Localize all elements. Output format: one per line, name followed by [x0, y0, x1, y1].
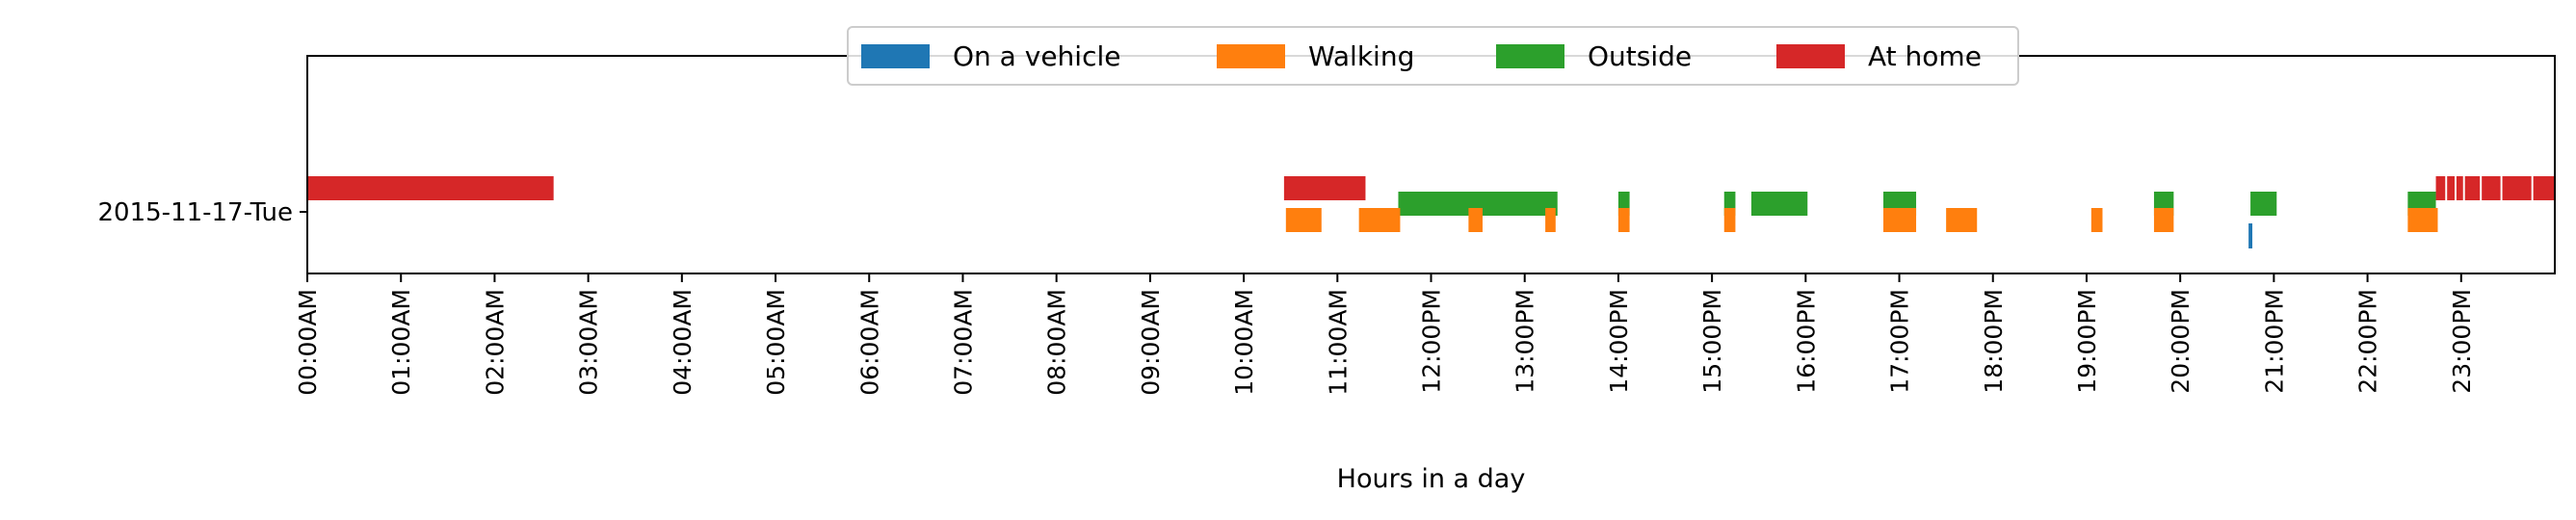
- bar-walking-3: [1545, 208, 1556, 232]
- x-tick-label-23: 23:00PM: [2448, 289, 2476, 394]
- x-tick-label-21: 21:00PM: [2260, 289, 2288, 394]
- bar-at-home-3: [2447, 176, 2455, 200]
- bar-at-home-0: [307, 176, 554, 200]
- y-axis: 2015-11-17-Tue: [97, 198, 307, 227]
- plot-frame: [306, 55, 2556, 274]
- bar-walking-9: [2153, 208, 2174, 232]
- x-tick-label-9: 09:00AM: [1137, 289, 1165, 396]
- x-axis: 00:00AM 01:00AM 02:00AM 03:00AM 04:00AM 05:00…: [294, 273, 2476, 396]
- bar-walking-4: [1617, 208, 1630, 232]
- bar-walking-8: [2090, 208, 2103, 232]
- x-tick-label-20: 20:00PM: [2167, 289, 2195, 394]
- x-tick-label-6: 06:00AM: [855, 289, 883, 396]
- legend-swatch-on-a-vehicle: [861, 44, 930, 68]
- x-tick-label-8: 08:00AM: [1043, 289, 1071, 396]
- x-tick-label-5: 05:00AM: [762, 289, 790, 396]
- x-tick-label-3: 03:00AM: [575, 289, 603, 396]
- bar-walking-0: [1285, 208, 1322, 232]
- x-tick-label-13: 13:00PM: [1511, 289, 1539, 394]
- x-tick-label-14: 14:00PM: [1605, 289, 1633, 394]
- bar-walking-2: [1468, 208, 1483, 232]
- legend-box: [847, 26, 2019, 86]
- bar-outside-6: [2250, 192, 2277, 216]
- legend-label-outside: Outside: [1588, 40, 1692, 72]
- bar-walking-6: [1883, 208, 1917, 232]
- bar-at-home-2: [2435, 176, 2446, 200]
- x-tick-label-12: 12:00PM: [1418, 289, 1446, 394]
- x-tick-label-2: 02:00AM: [481, 289, 509, 396]
- bar-walking-1: [1358, 208, 1401, 232]
- bar-on-a-vehicle-0: [2248, 223, 2253, 248]
- bar-at-home-1: [1283, 176, 1366, 200]
- bar-outside-1: [1617, 192, 1630, 216]
- bar-at-home-4: [2456, 176, 2463, 200]
- x-tick-label-19: 19:00PM: [2073, 289, 2101, 394]
- x-tick-label-10: 10:00AM: [1230, 289, 1258, 396]
- y-tick-label-0: 2015-11-17-Tue: [97, 198, 293, 227]
- bar-walking-7: [1946, 208, 1978, 232]
- x-tick-label-18: 18:00PM: [1980, 289, 2008, 394]
- legend-swatch-at-home: [1776, 44, 1845, 68]
- x-tick-label-1: 01:00AM: [387, 289, 415, 396]
- legend: On a vehicle Walking Outside At home: [847, 26, 2019, 86]
- chart-marks: [307, 176, 2555, 248]
- bar-at-home-7: [2502, 176, 2532, 200]
- x-tick-label-0: 00:00AM: [294, 289, 322, 396]
- legend-label-at-home: At home: [1868, 40, 1982, 72]
- legend-swatch-outside: [1496, 44, 1564, 68]
- bar-at-home-6: [2482, 176, 2501, 200]
- bar-outside-2: [1723, 192, 1736, 216]
- bar-at-home-5: [2464, 176, 2481, 200]
- x-axis-label: Hours in a day: [1337, 464, 1526, 494]
- legend-label-on-a-vehicle: On a vehicle: [953, 40, 1120, 72]
- x-tick-label-4: 04:00AM: [669, 289, 697, 396]
- legend-swatch-walking: [1217, 44, 1285, 68]
- bar-at-home-8: [2533, 176, 2555, 200]
- bar-walking-5: [1723, 208, 1736, 232]
- bar-walking-10: [2407, 208, 2438, 232]
- x-tick-label-17: 17:00PM: [1886, 289, 1914, 394]
- x-tick-label-22: 22:00PM: [2354, 289, 2382, 394]
- x-tick-label-11: 11:00AM: [1324, 289, 1352, 396]
- legend-label-walking: Walking: [1308, 40, 1414, 72]
- x-tick-label-15: 15:00PM: [1698, 289, 1726, 394]
- x-tick-label-7: 07:00AM: [949, 289, 977, 396]
- bar-outside-3: [1750, 192, 1808, 216]
- x-tick-label-16: 16:00PM: [1792, 289, 1820, 394]
